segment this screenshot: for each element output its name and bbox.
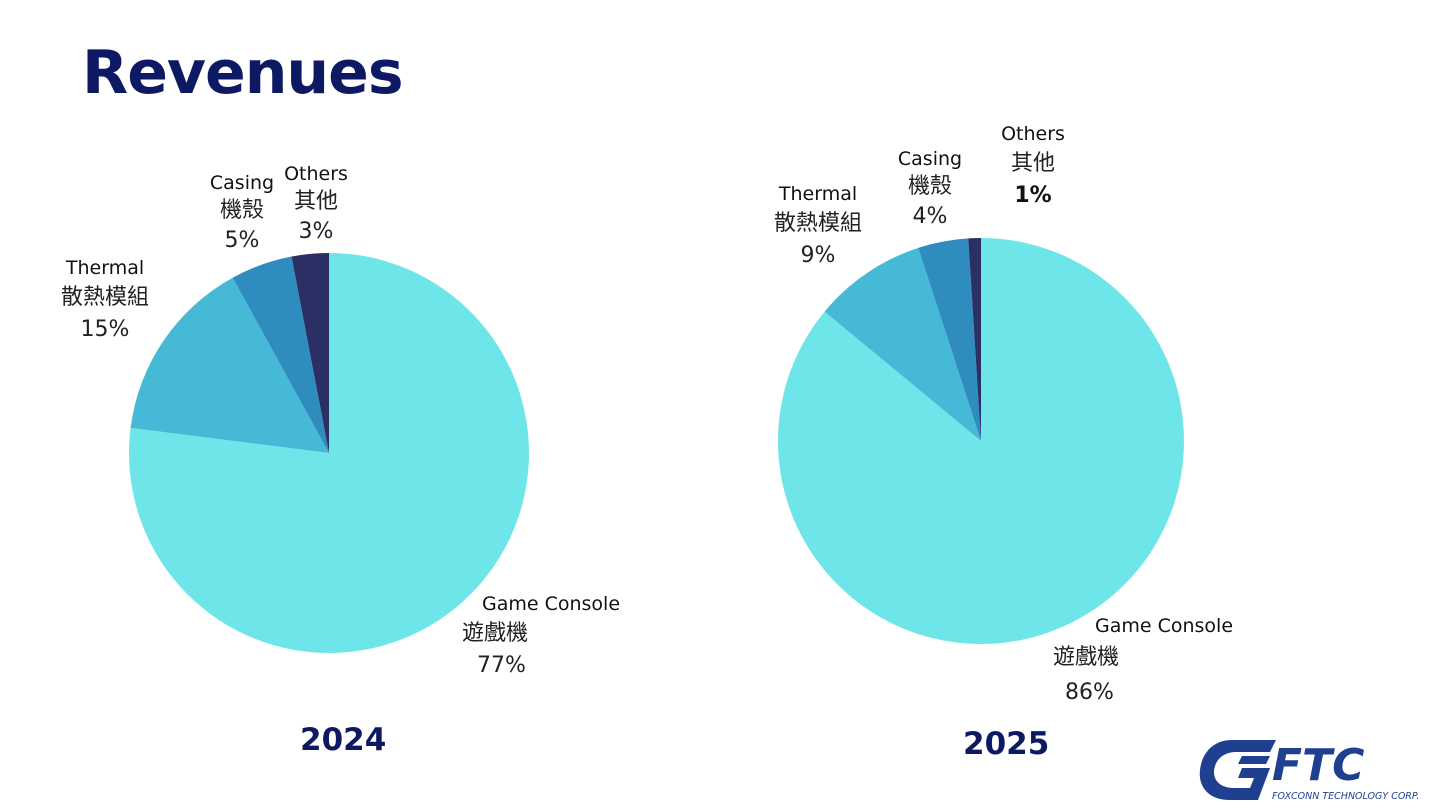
data-label-2025-casing-en: Casing xyxy=(898,148,962,170)
data-label-2025-others-zh: 其他 xyxy=(1011,151,1055,176)
year-label-2025: 2025 xyxy=(963,726,1049,762)
data-label-2024-others-pct: 3% xyxy=(299,219,334,244)
data-label-2024-game-console-pct: 77% xyxy=(477,653,526,678)
data-label-2025-thermal-zh: 散熱模組 xyxy=(774,211,862,236)
data-label-2024-game-console-en: Game Console xyxy=(482,593,620,615)
data-label-2025-others-pct: 1% xyxy=(1014,183,1051,208)
year-label-2024: 2024 xyxy=(300,722,386,758)
data-label-2024-thermal-zh: 散熱模組 xyxy=(61,285,149,310)
data-label-2025-thermal-pct: 9% xyxy=(801,243,836,268)
data-label-2024-thermal-en: Thermal xyxy=(65,257,144,279)
data-label-2025-game-console-pct: 86% xyxy=(1065,680,1114,705)
data-label-2024-casing-en: Casing xyxy=(210,172,274,194)
data-label-2024-casing-zh: 機殼 xyxy=(220,198,264,223)
data-label-2024-thermal-pct: 15% xyxy=(81,317,130,342)
data-label-2025-game-console-en: Game Console xyxy=(1095,615,1233,637)
logo-subtitle: FOXCONN TECHNOLOGY CORP. xyxy=(1272,791,1419,802)
logo-mark-text: FTC xyxy=(1272,740,1364,791)
data-label-2025-others-en: Others xyxy=(1001,123,1065,145)
data-label-2025-thermal-en: Thermal xyxy=(778,183,857,205)
data-label-2024-others-zh: 其他 xyxy=(294,189,338,214)
data-label-2025-casing-pct: 4% xyxy=(913,204,948,229)
data-label-2024-others-en: Others xyxy=(284,163,348,185)
data-label-2025-casing-zh: 機殼 xyxy=(908,174,952,199)
data-label-2025-game-console-zh: 遊戲機 xyxy=(1053,645,1119,670)
data-label-2024-casing-pct: 5% xyxy=(225,228,260,253)
ftc-logo: FTC FOXCONN TECHNOLOGY CORP. xyxy=(1192,736,1428,804)
data-label-2024-game-console-zh: 遊戲機 xyxy=(462,621,528,646)
ftc-emblem-icon xyxy=(1200,740,1276,800)
